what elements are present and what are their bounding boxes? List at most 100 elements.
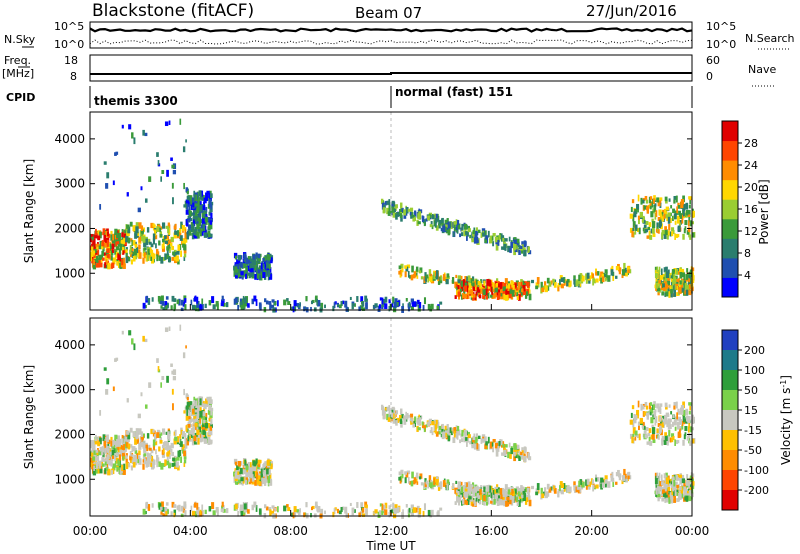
velocity-cell — [185, 415, 189, 421]
power-cell — [676, 216, 680, 224]
power-cell — [497, 283, 502, 290]
power-cell — [605, 273, 608, 280]
velocity-cell — [112, 386, 115, 392]
velocity-cell — [621, 479, 624, 485]
power-cell — [332, 305, 335, 312]
velocity-cell — [677, 411, 682, 415]
power-cell — [145, 254, 148, 262]
velocity-cell — [137, 413, 141, 419]
velocity-cell — [225, 508, 229, 514]
velocity-cell — [194, 418, 198, 422]
velocity-cell — [204, 509, 207, 515]
power-cell — [444, 219, 448, 225]
power-cell — [661, 216, 665, 222]
power-cell — [108, 242, 111, 248]
power-cell — [116, 232, 119, 239]
velocity-cell — [486, 497, 490, 505]
ytick-label: 1000 — [54, 266, 85, 280]
power-cell — [171, 295, 175, 302]
velocity-cell — [411, 418, 414, 423]
velocity-cell — [151, 503, 154, 508]
velocity-cell — [550, 486, 553, 491]
velocity-cell — [656, 403, 660, 409]
power-cell — [252, 254, 256, 260]
power-cell — [518, 286, 522, 291]
velocity-cell — [129, 451, 132, 457]
velocity-cell — [349, 502, 352, 507]
velocity-cell — [184, 439, 188, 446]
velocity-cell — [548, 487, 552, 493]
velocity-cell — [162, 513, 166, 517]
power-cell — [112, 233, 115, 241]
power-cell — [543, 281, 547, 288]
power-cell — [166, 303, 169, 308]
velocity-cell — [424, 478, 427, 485]
power-cell — [409, 207, 414, 212]
power-cell — [677, 233, 680, 238]
power-cell — [488, 287, 491, 291]
power-cell — [528, 289, 531, 294]
power-cell — [466, 231, 469, 237]
power-cell — [204, 216, 209, 223]
velocity-cell — [183, 410, 187, 414]
power-cell — [595, 278, 599, 283]
power-cell — [462, 279, 465, 287]
power-cell — [516, 295, 519, 301]
velocity-cell — [253, 470, 257, 477]
power-cell — [684, 219, 688, 226]
power-cell — [104, 255, 108, 260]
power-cell — [634, 224, 638, 230]
velocity-cell — [643, 430, 647, 435]
velocity-cell — [675, 489, 679, 493]
velocity-cell — [95, 469, 98, 474]
power-cell — [688, 216, 691, 223]
power-cell — [121, 124, 124, 129]
velocity-cell — [165, 502, 169, 506]
velocity-cell — [641, 422, 645, 429]
power-cell — [197, 197, 201, 205]
power-cell — [479, 283, 482, 289]
velocity-cell — [90, 462, 92, 468]
velocity-cell — [101, 456, 104, 462]
power-cell — [257, 253, 261, 259]
velocity-cell — [216, 509, 219, 517]
velocity-cell — [95, 449, 99, 453]
velocity-cell — [144, 338, 148, 343]
power-cell — [577, 283, 582, 288]
power-cell — [166, 246, 170, 251]
power-cell — [666, 230, 670, 236]
velocity-cell — [177, 465, 180, 471]
power-cell — [671, 227, 675, 232]
power-cell — [446, 278, 449, 284]
velocity-cell — [260, 468, 263, 476]
velocity-cell — [138, 455, 141, 461]
velocity-cell — [651, 424, 654, 428]
power-cell — [174, 230, 178, 235]
power-cell — [186, 190, 189, 195]
power-cell — [184, 298, 187, 303]
power-cell — [566, 280, 570, 287]
power-cell — [104, 240, 108, 245]
power-cell — [546, 277, 550, 284]
power-cell — [185, 187, 189, 193]
velocity-cell — [395, 420, 398, 426]
power-cell — [437, 281, 441, 285]
velocity-cell — [245, 479, 247, 485]
power-cell — [427, 276, 430, 283]
velocity-cell — [536, 483, 540, 491]
power-cell — [440, 275, 443, 281]
velocity-cell — [97, 436, 100, 441]
velocity-cell — [194, 409, 198, 413]
power-cell — [103, 234, 107, 242]
power-cell — [115, 151, 119, 155]
power-cell — [149, 247, 152, 254]
power-cell — [183, 182, 185, 190]
velocity-cell — [161, 507, 165, 512]
velocity-cell — [417, 427, 421, 431]
power-cell — [188, 224, 192, 229]
velocity-cell — [517, 500, 521, 507]
velocity-cell — [687, 433, 691, 439]
power-cell — [598, 275, 602, 282]
power-cell — [519, 291, 522, 297]
